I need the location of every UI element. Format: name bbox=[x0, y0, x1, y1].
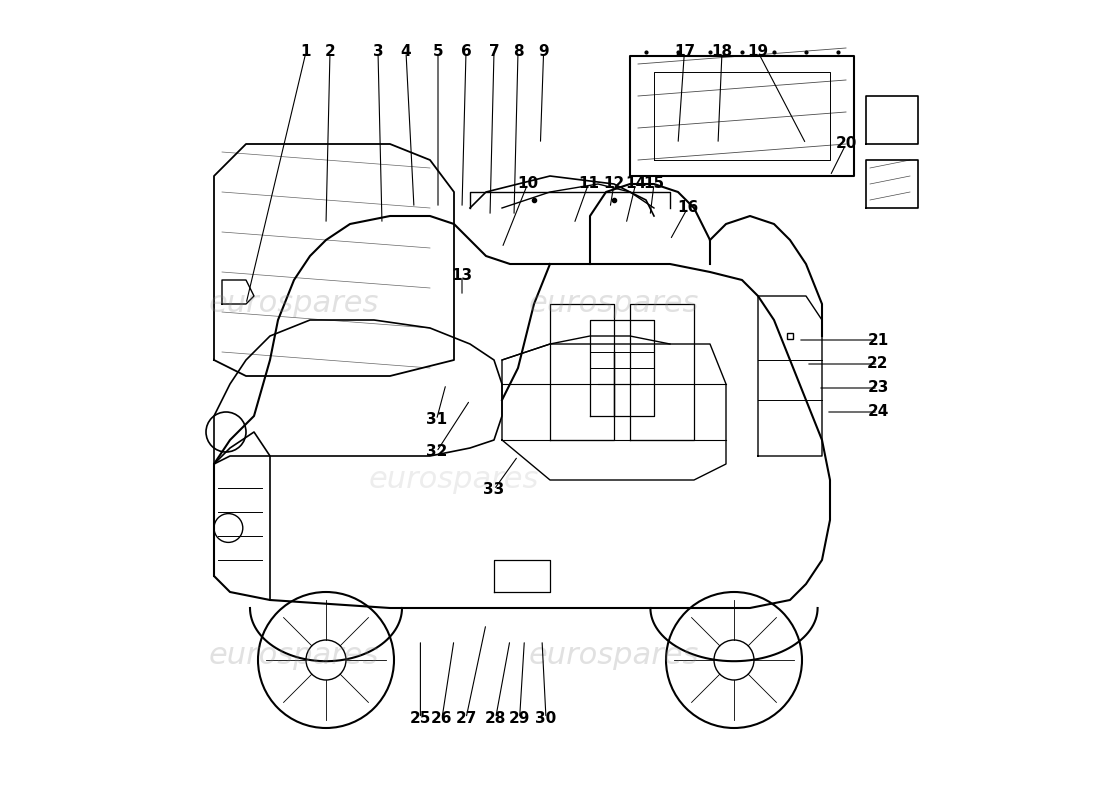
Text: 3: 3 bbox=[373, 45, 383, 59]
Text: 18: 18 bbox=[712, 45, 733, 59]
Text: 4: 4 bbox=[400, 45, 411, 59]
Text: 22: 22 bbox=[867, 357, 889, 371]
Text: eurospares: eurospares bbox=[368, 466, 539, 494]
Text: eurospares: eurospares bbox=[209, 290, 380, 318]
Text: 31: 31 bbox=[426, 413, 447, 427]
Text: 20: 20 bbox=[835, 137, 857, 151]
Text: 24: 24 bbox=[867, 405, 889, 419]
Text: 8: 8 bbox=[513, 45, 524, 59]
Text: 17: 17 bbox=[674, 45, 695, 59]
Text: 28: 28 bbox=[485, 711, 506, 726]
Text: 30: 30 bbox=[536, 711, 557, 726]
Text: 9: 9 bbox=[538, 45, 549, 59]
Text: 21: 21 bbox=[868, 333, 889, 347]
Text: 12: 12 bbox=[604, 177, 625, 191]
Text: 29: 29 bbox=[509, 711, 530, 726]
Text: 6: 6 bbox=[461, 45, 472, 59]
Text: 26: 26 bbox=[431, 711, 453, 726]
Text: 25: 25 bbox=[409, 711, 431, 726]
Text: 5: 5 bbox=[432, 45, 443, 59]
Text: 27: 27 bbox=[455, 711, 476, 726]
Text: 16: 16 bbox=[676, 201, 698, 215]
Text: 32: 32 bbox=[426, 445, 447, 459]
Text: 19: 19 bbox=[747, 45, 769, 59]
Text: eurospares: eurospares bbox=[529, 642, 700, 670]
Text: 7: 7 bbox=[488, 45, 499, 59]
Text: 23: 23 bbox=[867, 381, 889, 395]
Text: 2: 2 bbox=[324, 45, 336, 59]
Text: eurospares: eurospares bbox=[529, 290, 700, 318]
Text: 11: 11 bbox=[578, 177, 598, 191]
Text: 33: 33 bbox=[483, 482, 505, 497]
Text: 15: 15 bbox=[644, 177, 664, 191]
Text: 1: 1 bbox=[300, 45, 311, 59]
Text: 10: 10 bbox=[517, 177, 538, 191]
Text: eurospares: eurospares bbox=[209, 642, 380, 670]
Text: 13: 13 bbox=[451, 269, 473, 283]
Text: 14: 14 bbox=[625, 177, 646, 191]
